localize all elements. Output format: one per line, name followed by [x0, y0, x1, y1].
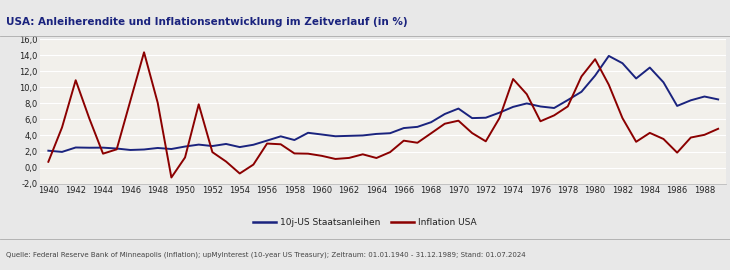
Text: Quelle: Federal Reserve Bank of Minneapolis (Inflation); upMyInterest (10-year U: Quelle: Federal Reserve Bank of Minneapo… [6, 252, 526, 258]
Text: USA: Anleiherendite und Inflationsentwicklung im Zeitverlauf (in %): USA: Anleiherendite und Inflationsentwic… [6, 16, 407, 27]
Legend: 10j-US Staatsanleihen, Inflation USA: 10j-US Staatsanleihen, Inflation USA [250, 215, 480, 231]
